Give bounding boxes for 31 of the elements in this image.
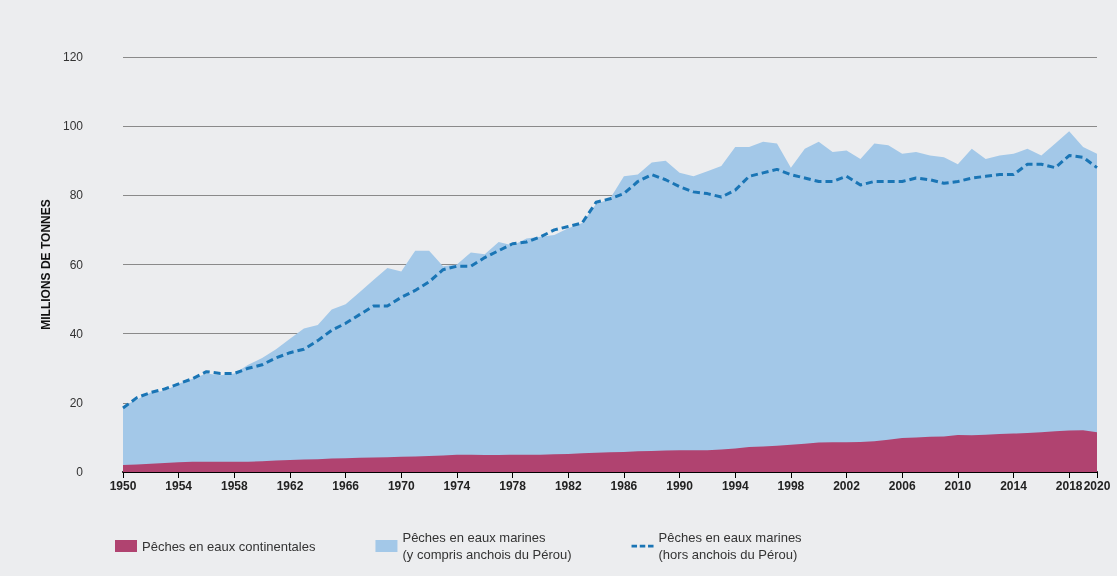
x-tick-label: 2002: [833, 479, 861, 493]
x-tick-label: 1982: [554, 479, 582, 493]
y-tick-label: 120: [62, 50, 84, 64]
x-tick-label: 1954: [165, 479, 193, 493]
x-tick-label: 1994: [721, 479, 749, 493]
y-tick-label: 60: [69, 257, 84, 272]
x-tick-label: 2018: [1055, 479, 1083, 493]
x-tick-label: 2020: [1083, 479, 1111, 493]
x-tick-label: 1966: [332, 479, 360, 493]
line-series: [121, 154, 1099, 410]
x-tick-label: 1962: [276, 479, 304, 493]
x-tick-label: 1970: [387, 479, 415, 493]
y-axis-title: MILLIONS DE TONNES: [39, 199, 54, 330]
x-tick-label: 1990: [666, 479, 694, 493]
x-tick-label: 1978: [499, 479, 527, 493]
y-tick-label: 80: [69, 188, 84, 203]
y-tick-label: 20: [69, 395, 84, 410]
x-tick-label: 1986: [610, 479, 638, 493]
legend-label: Pêches en eaux continentales: [142, 538, 316, 554]
legend-label: Pêches en eaux marines (hors anchois du Pérou): [658, 530, 803, 562]
x-tick-label: 1998: [777, 479, 805, 493]
x-tick-label: 1958: [220, 479, 248, 493]
x-tick-label: 2010: [944, 479, 972, 493]
x-tick-label: 1974: [443, 479, 471, 493]
x-tick-label: 2014: [1000, 479, 1028, 493]
y-tick-label: 100: [62, 119, 84, 134]
legend-label: Pêches en eaux marines (y compris anchois du Pérou): [402, 530, 572, 562]
y-tick-label: 40: [69, 326, 84, 341]
x-tick-label: 2006: [888, 479, 916, 493]
x-tick-label: 1950: [109, 479, 137, 493]
y-tick-label: 0: [76, 465, 84, 479]
